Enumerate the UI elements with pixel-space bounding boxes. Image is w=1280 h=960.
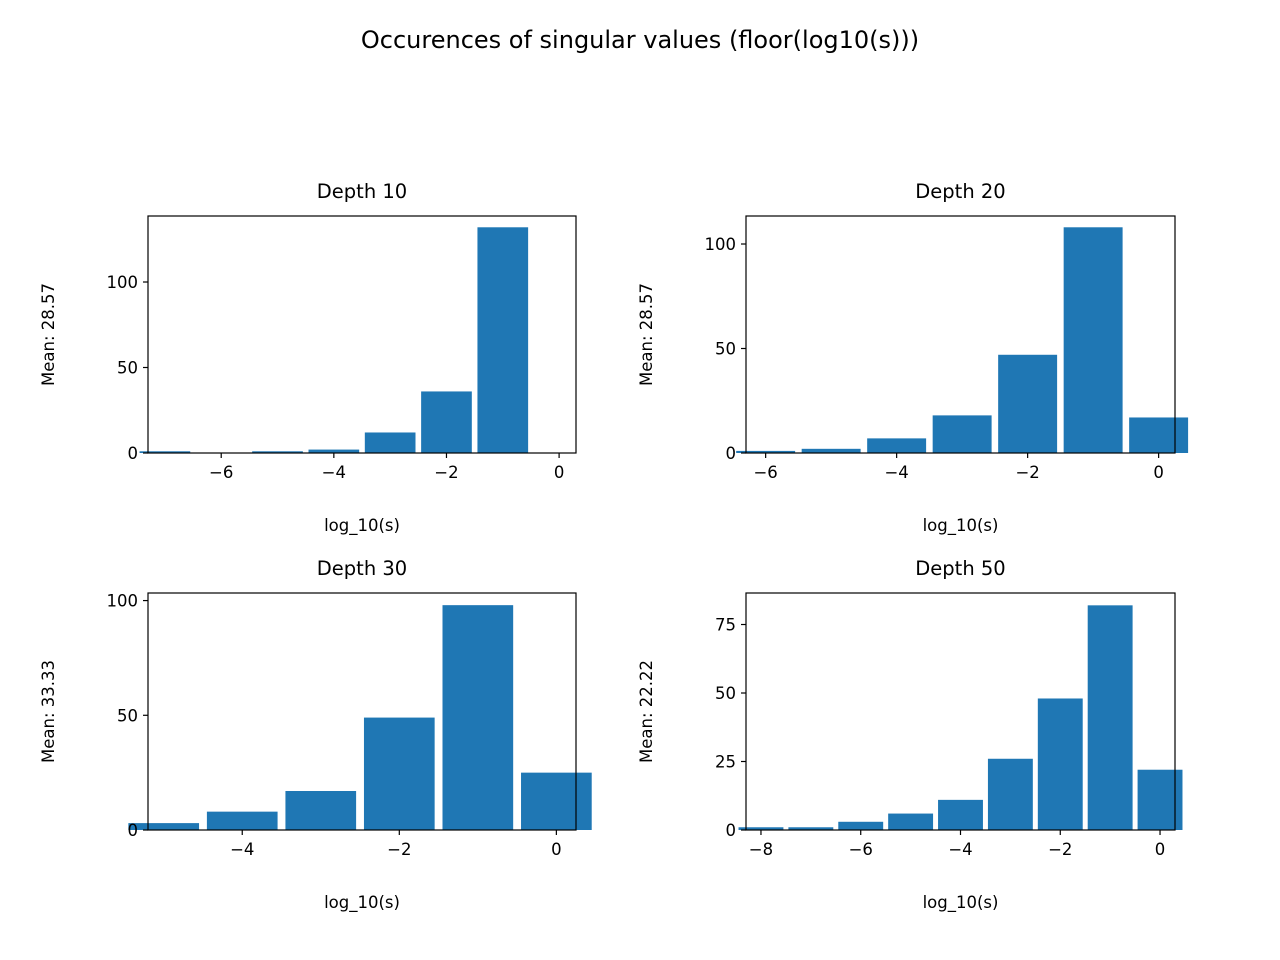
bar [1063,227,1123,453]
x-axis-label: log_10(s) [324,893,400,913]
bar [932,415,992,453]
bar [888,813,934,830]
suptitle: Occurences of singular values (floor(log… [361,26,919,54]
bar [867,438,927,453]
bar [421,391,472,453]
axes-frame [745,215,1176,454]
y-tick-label: 0 [726,821,737,840]
axes-frame [147,215,577,454]
subplot-2: −6 −4 −2 0 0 50 100 Depth 20 log_10(s) Mean: 28.5… [637,180,1189,536]
bar [736,450,796,453]
y-axis-label: Mean: 33.33 [39,660,58,763]
bar [788,827,834,830]
y-tick-label: 0 [128,821,139,840]
x-tick-label: −4 [230,840,254,859]
subplot-title: Depth 50 [915,557,1005,580]
bar [308,449,360,453]
bar [1037,698,1083,830]
subplot-title: Depth 20 [915,180,1005,203]
x-tick-label: −6 [849,840,873,859]
y-tick-label: 100 [107,273,139,292]
y-tick-label: 100 [705,235,737,254]
subplot-4: −8 −6 −4 −2 0 0 25 50 75 Depth 50 log_10(s) Mean: 2… [637,557,1183,913]
y-tick-label: 50 [117,706,138,725]
x-tick-label: −6 [209,463,233,482]
bar [1137,769,1183,830]
x-tick-label: −6 [753,463,777,482]
x-tick-label: 0 [1155,840,1166,859]
x-tick-label: −2 [387,840,411,859]
x-tick-label: 0 [554,463,565,482]
y-tick-label: 50 [715,684,736,703]
subplot-title: Depth 30 [317,557,407,580]
y-tick-label: 50 [117,359,138,378]
bar [364,432,416,453]
bar [128,823,200,830]
x-axis-label: log_10(s) [324,516,400,536]
y-tick-label: 0 [128,444,139,463]
bar [285,790,357,830]
bar [139,451,191,453]
bar [987,758,1033,830]
axes-frame [147,592,577,831]
y-tick-label: 0 [726,444,737,463]
bar [1087,605,1133,830]
x-axis-label: log_10(s) [923,893,999,913]
y-axis-label: Mean: 22.22 [637,660,656,763]
subplot-title: Depth 10 [317,180,407,203]
y-tick-label: 25 [715,753,736,772]
x-tick-label: −2 [1015,463,1039,482]
bar [801,448,861,453]
x-tick-label: 0 [1153,463,1164,482]
bar [738,827,784,830]
bar [477,227,529,453]
y-axis-label: Mean: 28.57 [39,283,58,386]
bar [206,811,278,830]
bar [938,799,983,830]
y-tick-label: 100 [107,592,139,611]
bar [838,821,884,830]
subplot-1: −6 −4 −2 0 0 50 100 Depth 10 log_10(s) Mean: 28.5… [39,180,577,536]
y-tick-label: 75 [715,616,736,635]
bar [442,605,514,830]
y-axis-label: Mean: 28.57 [637,283,656,386]
x-tick-label: −2 [1048,840,1072,859]
x-tick-label: −2 [434,463,458,482]
x-axis-label: log_10(s) [923,516,999,536]
bar [252,451,303,453]
x-tick-label: −4 [322,463,346,482]
subplot-grid: −6 −4 −2 0 0 50 100 Depth 10 log_10(s) Mean: 28.5… [39,180,1189,913]
x-tick-label: −4 [948,840,972,859]
bar [521,772,592,830]
x-tick-label: −4 [884,463,908,482]
bar [998,354,1058,453]
bar [363,717,435,830]
x-tick-label: 0 [551,840,562,859]
subplot-3: −4 −2 0 0 50 100 Depth 30 log_10(s) Mean: 33.33 [39,557,592,913]
y-tick-label: 50 [715,340,736,359]
x-tick-label: −8 [749,840,773,859]
bar [1129,417,1189,453]
